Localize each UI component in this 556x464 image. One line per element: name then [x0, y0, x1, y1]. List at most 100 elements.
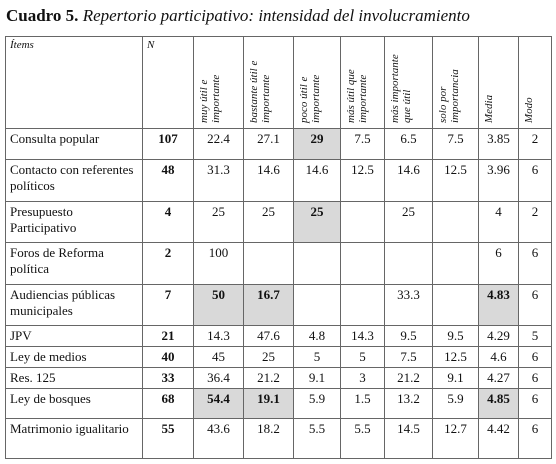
column-header: solo por importancia [432, 36, 479, 129]
item-cell: Ley de bosques [5, 388, 143, 419]
value-cell: 14.6 [293, 159, 341, 202]
caption-text: Repertorio participativo: intensidad del… [82, 6, 470, 25]
value-cell: 47.6 [243, 325, 294, 347]
value-cell: 4.85 [478, 388, 519, 419]
table-row: Res. 125 33 36.4 21.2 9.1 3 21.2 9.1 4.27 6 [5, 367, 552, 389]
n-cell: 68 [142, 388, 194, 419]
value-cell [243, 242, 294, 285]
value-cell: 5 [293, 346, 341, 368]
value-cell: 6 [478, 242, 519, 285]
value-cell: 2 [518, 201, 552, 243]
column-header-text: muy útil e importante [198, 74, 222, 123]
value-cell: 9.5 [432, 325, 479, 347]
value-cell: 6 [518, 159, 552, 202]
value-cell: 16.7 [243, 284, 294, 326]
n-cell: 40 [142, 346, 194, 368]
value-cell: 5.9 [293, 388, 341, 419]
column-header: más importante que útil [384, 36, 433, 129]
n-cell: 107 [142, 128, 194, 160]
table-row: Consulta popular 107 22.4 27.1 29 7.5 6.5 7.5 3.… [5, 128, 552, 160]
value-cell: 5.5 [340, 418, 385, 459]
value-cell: 4.6 [478, 346, 519, 368]
value-cell: 13.2 [384, 388, 433, 419]
value-cell: 4.8 [293, 325, 341, 347]
value-cell: 6 [518, 388, 552, 419]
value-cell: 19.1 [243, 388, 294, 419]
n-cell: 21 [142, 325, 194, 347]
value-cell: 4.27 [478, 367, 519, 389]
column-header-text: bastante útil e importante [248, 60, 272, 123]
value-cell [432, 201, 479, 243]
value-cell: 45 [193, 346, 244, 368]
n-cell: 55 [142, 418, 194, 459]
value-cell: 12.5 [432, 159, 479, 202]
value-cell: 25 [243, 201, 294, 243]
table-row: JPV 21 14.3 47.6 4.8 14.3 9.5 9.5 4.29 5 [5, 325, 552, 347]
value-cell: 31.3 [193, 159, 244, 202]
value-cell: 25 [193, 201, 244, 243]
value-cell: 5 [340, 346, 385, 368]
value-cell: 6.5 [384, 128, 433, 160]
caption: Cuadro 5. Repertorio participativo: inte… [6, 6, 470, 26]
value-cell: 22.4 [193, 128, 244, 160]
value-cell: 14.6 [384, 159, 433, 202]
value-cell: 14.3 [193, 325, 244, 347]
column-header: más útil que importante [340, 36, 385, 129]
value-cell: 21.2 [384, 367, 433, 389]
value-cell: 5.5 [293, 418, 341, 459]
value-cell: 6 [518, 242, 552, 285]
value-cell: 4 [478, 201, 519, 243]
value-cell: 100 [193, 242, 244, 285]
value-cell: 25 [243, 346, 294, 368]
column-header-text: más útil que importante [345, 69, 369, 123]
value-cell: 6 [518, 346, 552, 368]
value-cell [340, 242, 385, 285]
caption-label: Cuadro 5. [6, 6, 79, 25]
value-cell: 7.5 [340, 128, 385, 160]
value-cell [340, 201, 385, 243]
value-cell: 25 [293, 201, 341, 243]
value-cell: 54.4 [193, 388, 244, 419]
column-header: muy útil e importante [193, 36, 244, 129]
value-cell: 2 [518, 128, 552, 160]
table-body: Consulta popular 107 22.4 27.1 29 7.5 6.5 7.5 3.… [5, 128, 552, 459]
column-header-text: Modo [523, 97, 535, 123]
value-cell: 9.5 [384, 325, 433, 347]
value-cell: 6 [518, 418, 552, 459]
value-cell: 27.1 [243, 128, 294, 160]
value-cell: 36.4 [193, 367, 244, 389]
column-header: Modo [518, 36, 552, 129]
value-cell: 14.3 [340, 325, 385, 347]
value-cell: 9.1 [293, 367, 341, 389]
value-cell: 12.5 [432, 346, 479, 368]
column-header: poco útil e importante [293, 36, 341, 129]
column-header-text: Media [483, 94, 495, 123]
value-cell: 25 [384, 201, 433, 243]
value-cell [432, 284, 479, 326]
value-cell: 6 [518, 367, 552, 389]
value-cell [384, 242, 433, 285]
column-header: Media [478, 36, 519, 129]
value-cell [293, 242, 341, 285]
value-cell: 4.42 [478, 418, 519, 459]
item-cell: Consulta popular [5, 128, 143, 160]
item-cell: Ley de medios [5, 346, 143, 368]
n-cell: 4 [142, 201, 194, 243]
value-cell: 6 [518, 284, 552, 326]
table-row: Audiencias públicas municipales 7 50 16.7 33… [5, 284, 552, 326]
value-cell: 18.2 [243, 418, 294, 459]
value-cell: 3.85 [478, 128, 519, 160]
value-cell: 3 [340, 367, 385, 389]
value-cell: 5 [518, 325, 552, 347]
item-cell: Audiencias públicas municipales [5, 284, 143, 326]
value-cell: 29 [293, 128, 341, 160]
n-cell: 2 [142, 242, 194, 285]
table-row: Matrimonio igualitario 55 43.6 18.2 5.5 5.5 14… [5, 418, 552, 459]
item-cell: Contacto con referentes políticos [5, 159, 143, 202]
column-header-text: Ítems [10, 39, 34, 51]
value-cell: 33.3 [384, 284, 433, 326]
table-row: Presupuesto Participativo 4 25 25 25 25 4 2 [5, 201, 552, 243]
column-header: bastante útil e importante [243, 36, 294, 129]
